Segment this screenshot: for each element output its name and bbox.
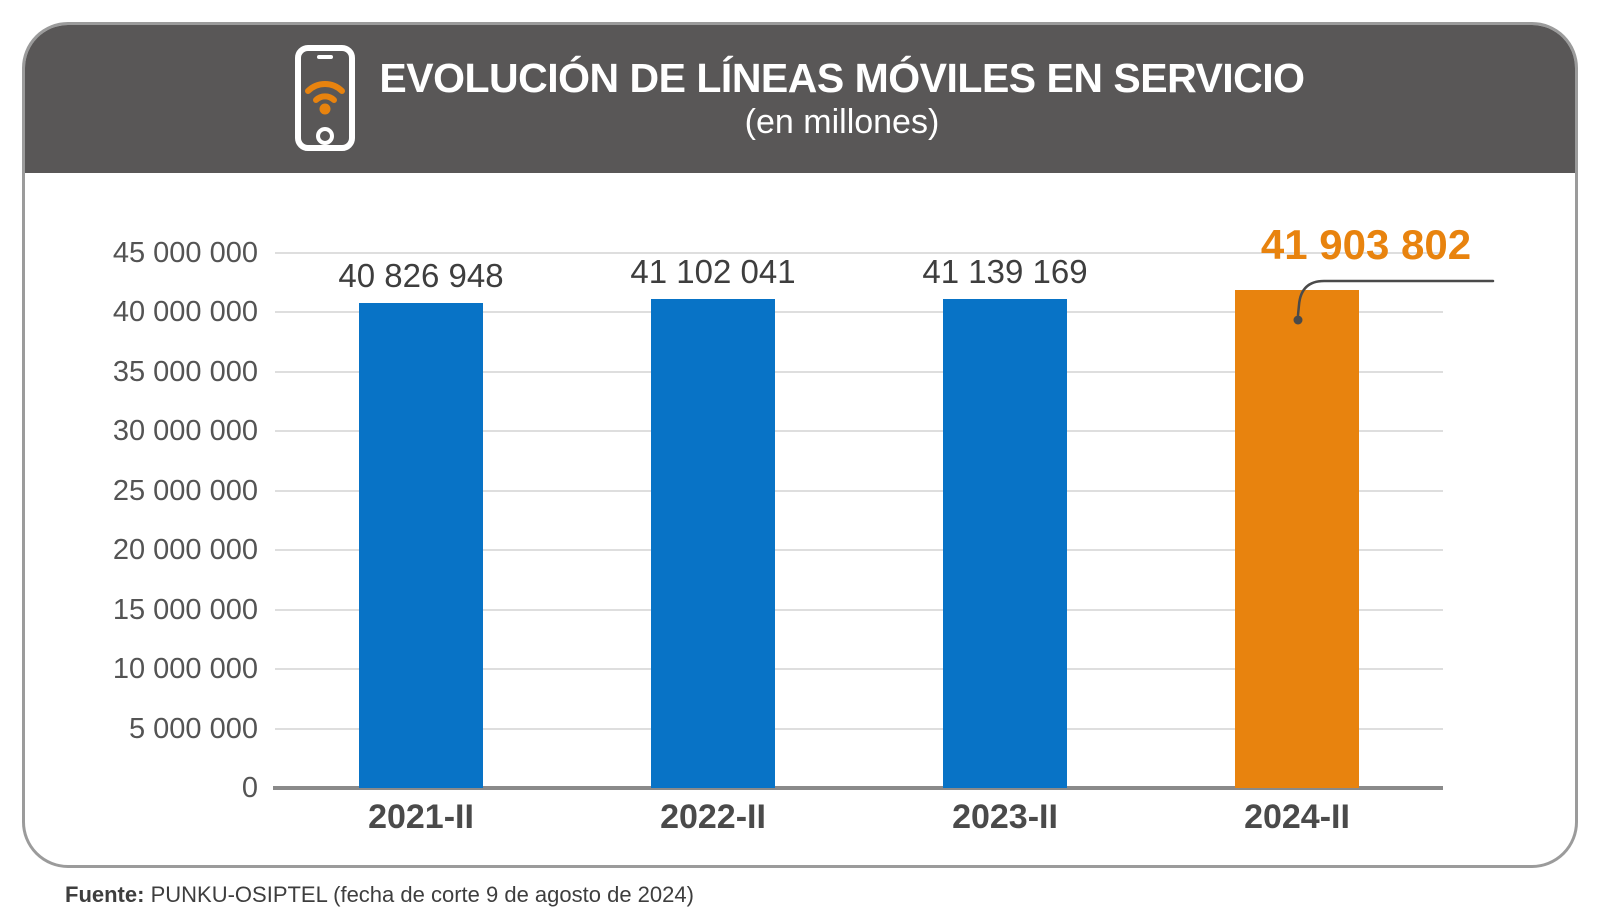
bar-2021-II xyxy=(359,302,483,788)
source-text: PUNKU-OSIPTEL (fecha de corte 9 de agost… xyxy=(150,882,694,907)
wifi-icon xyxy=(305,80,346,103)
grid-line xyxy=(275,727,1443,730)
y-axis-tick-label: 40 000 000 xyxy=(112,296,258,329)
y-axis-tick-label: 10 000 000 xyxy=(112,653,258,686)
phone-home-button xyxy=(316,126,335,145)
bar-value-label: 41 102 041 xyxy=(630,253,796,291)
y-axis-tick-label: 25 000 000 xyxy=(112,474,258,507)
y-axis-tick-label: 0 xyxy=(241,772,258,804)
bar-2023-II xyxy=(943,298,1067,788)
y-axis-tick-label: 20 000 000 xyxy=(112,534,258,567)
y-axis-tick-label: 5 000 000 xyxy=(128,712,258,745)
grid-line xyxy=(275,489,1443,492)
x-category-label: 2021-II xyxy=(368,798,474,836)
grid-line xyxy=(275,668,1443,671)
grid-line xyxy=(275,311,1443,314)
bar-2024-II xyxy=(1235,289,1359,788)
header-banner: EVOLUCIÓN DE LÍNEAS MÓVILES EN SERVICIO … xyxy=(25,25,1575,173)
chart-subtitle: (en millones) xyxy=(744,102,940,141)
x-category-label: 2022-II xyxy=(660,798,766,836)
y-axis-tick-label: 35 000 000 xyxy=(112,355,258,388)
y-axis-tick-label: 30 000 000 xyxy=(112,415,258,448)
bar-2022-II xyxy=(651,299,775,788)
x-axis-line xyxy=(273,786,1443,790)
y-axis-tick-label: 45 000 000 xyxy=(112,237,258,269)
mobile-phone-wifi-icon xyxy=(295,44,356,151)
x-category-label: 2024-II xyxy=(1244,798,1350,836)
bar-value-label: 40 826 948 xyxy=(338,256,504,294)
chart-title: EVOLUCIÓN DE LÍNEAS MÓVILES EN SERVICIO xyxy=(379,54,1305,101)
highlight-value-label: 41 903 802 xyxy=(1260,221,1472,268)
grid-line xyxy=(275,430,1443,433)
grid-line xyxy=(275,608,1443,611)
x-category-label: 2023-II xyxy=(952,798,1058,836)
source-label: Fuente: xyxy=(65,882,145,907)
grid-line xyxy=(275,252,1443,254)
plot-area: 40 826 948 41 102 041 41 139 169 xyxy=(273,252,1443,790)
header-titles: EVOLUCIÓN DE LÍNEAS MÓVILES EN SERVICIO … xyxy=(379,54,1305,142)
grid-line xyxy=(275,549,1443,552)
bar-value-label: 41 139 169 xyxy=(922,252,1088,290)
source-note: Fuente: PUNKU-OSIPTEL (fecha de corte 9 … xyxy=(65,882,694,908)
y-axis-tick-label: 15 000 000 xyxy=(112,593,258,626)
grid-line xyxy=(275,370,1443,373)
